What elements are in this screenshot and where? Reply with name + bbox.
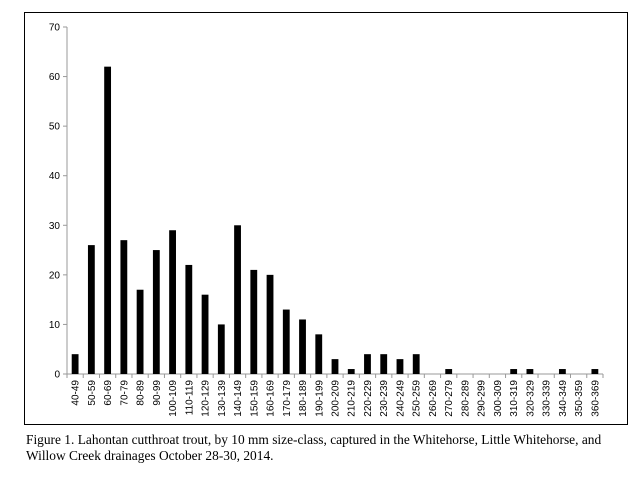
y-tick-label: 60 — [49, 72, 61, 83]
y-tick-label: 50 — [49, 122, 61, 133]
x-tick-label: 220-229 — [363, 380, 374, 417]
x-tick-label: 180-189 — [298, 380, 309, 417]
bar — [104, 66, 112, 375]
bar — [380, 354, 388, 374]
x-tick-label: 90-99 — [152, 380, 163, 406]
bar — [315, 334, 323, 374]
bar — [169, 230, 176, 374]
bar — [591, 369, 599, 374]
y-tick-label: 30 — [49, 221, 61, 232]
y-tick-label: 40 — [49, 171, 61, 182]
bar — [347, 369, 355, 374]
x-tick-label: 300-309 — [493, 380, 504, 417]
y-tick-label: 0 — [54, 370, 60, 381]
bar — [217, 324, 225, 374]
bar — [299, 319, 306, 374]
y-tick-label: 70 — [49, 23, 61, 34]
x-tick-label: 80-89 — [136, 380, 147, 406]
x-tick-label: 340-349 — [558, 380, 569, 417]
bar — [445, 369, 453, 374]
bar — [120, 240, 128, 374]
x-axis: 40-49 50-59 60-69 70-79 80-89 90-99 100-109 110… — [66, 373, 604, 417]
bar — [87, 245, 95, 374]
bar — [71, 354, 79, 374]
x-tick-label: 110-119 — [184, 380, 195, 416]
chart-frame: 0 10 20 30 40 50 60 70 40-49 50-59 60-69 70-79 80-8… — [24, 12, 628, 425]
x-tick-label: 160-169 — [266, 380, 277, 417]
bar — [510, 369, 518, 374]
x-tick-label: 190-199 — [314, 380, 325, 417]
bar — [136, 289, 144, 374]
x-tick-label: 70-79 — [119, 380, 130, 406]
y-tick-label: 10 — [49, 320, 61, 331]
x-tick-label: 100-109 — [168, 380, 179, 417]
bar — [201, 294, 209, 374]
x-tick-label: 170-179 — [282, 380, 293, 417]
y-axis: 0 10 20 30 40 50 60 70 — [49, 23, 68, 381]
x-tick-label: 240-249 — [395, 380, 406, 417]
x-tick-label: 40-49 — [71, 380, 82, 406]
bars — [71, 66, 599, 375]
x-tick-label: 150-159 — [249, 380, 260, 417]
x-tick-label: 50-59 — [87, 380, 98, 406]
x-tick-label: 350-359 — [574, 380, 585, 417]
x-tick-label: 60-69 — [103, 380, 114, 406]
bar — [152, 250, 160, 374]
y-tick-label: 20 — [49, 270, 61, 281]
bar-chart: 0 10 20 30 40 50 60 70 40-49 50-59 60-69 70-79 80-8… — [49, 23, 604, 417]
figure-caption: Figure 1. Lahontan cutthroat trout, by 1… — [26, 432, 602, 463]
x-tick-label: 270-279 — [444, 380, 455, 417]
x-tick-label: 200-209 — [331, 380, 342, 417]
bar — [364, 354, 371, 374]
x-tick-label: 140-149 — [233, 380, 244, 417]
bar — [234, 225, 241, 374]
bar — [250, 269, 258, 374]
bar — [412, 354, 420, 374]
x-tick-label: 250-259 — [412, 380, 423, 417]
x-tick-label: 120-129 — [201, 380, 212, 417]
x-tick-label: 330-339 — [542, 380, 553, 417]
x-tick-label: 230-239 — [379, 380, 390, 417]
x-tick-label: 210-219 — [347, 380, 358, 417]
x-tick-label: 130-139 — [217, 380, 228, 417]
bar — [266, 274, 274, 374]
bar — [396, 359, 404, 374]
x-tick-label: 360-369 — [590, 380, 601, 417]
x-tick-label: 310-319 — [509, 380, 520, 417]
x-tick-label: 320-329 — [525, 380, 536, 417]
bar — [526, 369, 534, 374]
bar — [331, 359, 339, 374]
bar — [185, 264, 193, 374]
x-tick-label: 290-299 — [477, 380, 488, 417]
x-tick-label: 280-289 — [460, 380, 471, 417]
bar — [558, 369, 566, 374]
bar — [282, 309, 290, 374]
x-tick-label: 260-269 — [428, 380, 439, 417]
